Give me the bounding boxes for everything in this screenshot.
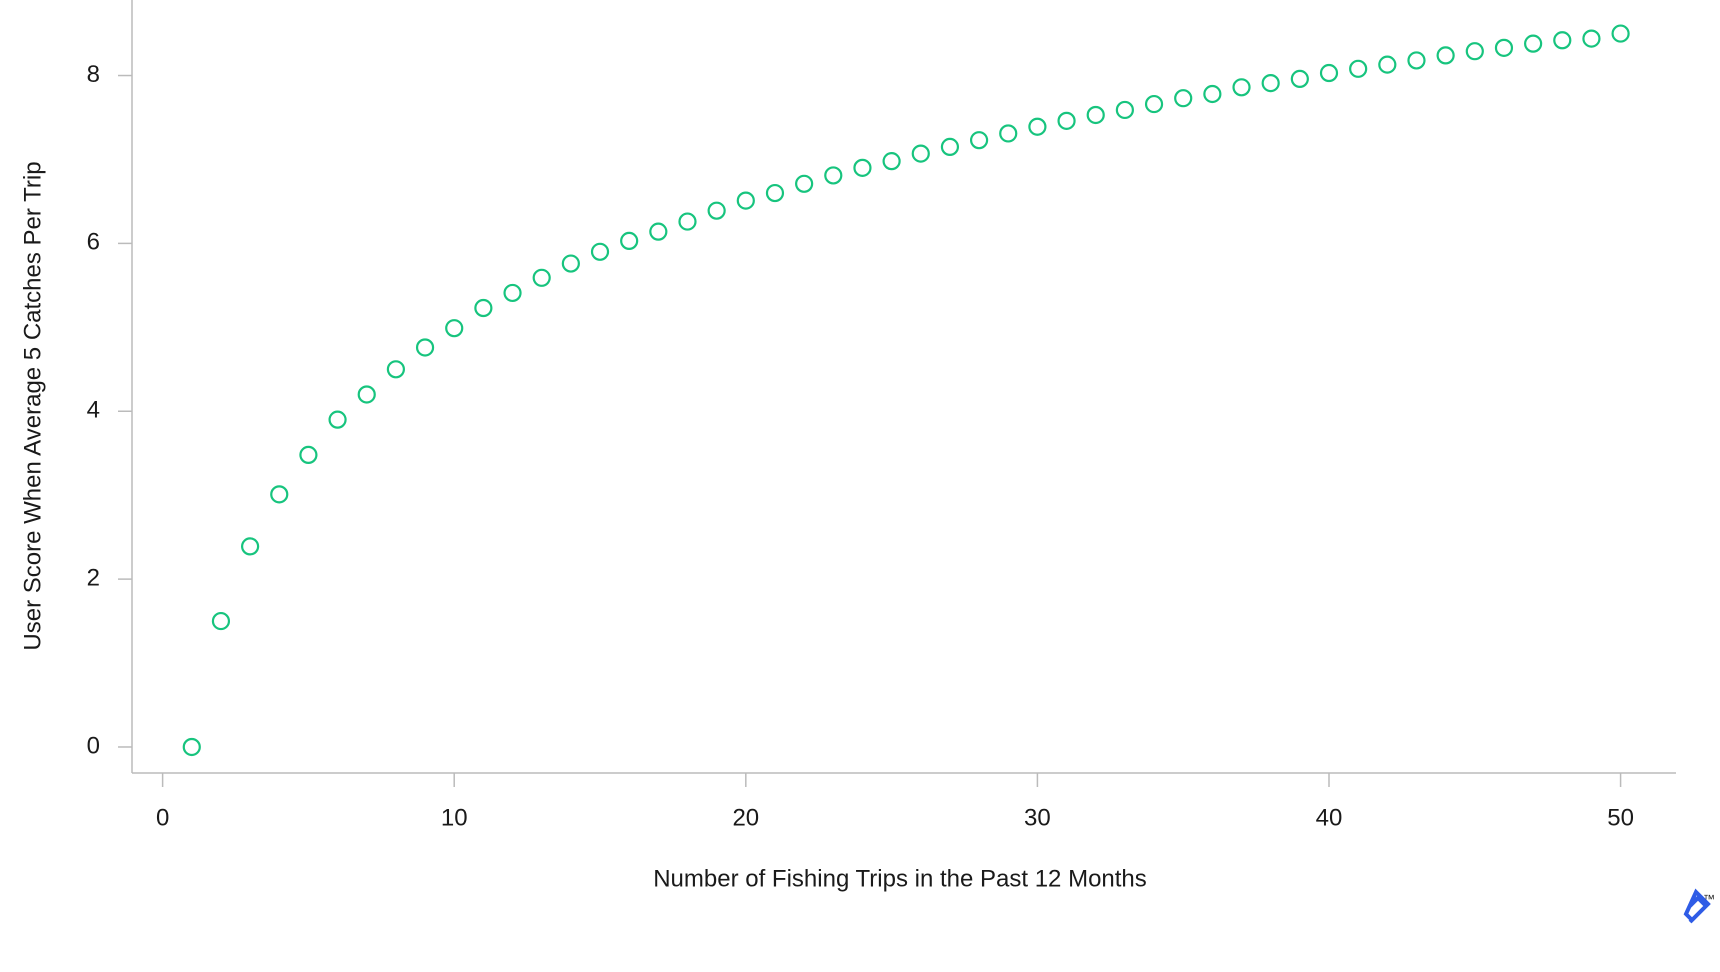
point	[1494, 38, 1514, 57]
point	[736, 191, 755, 210]
point	[707, 201, 726, 220]
point	[270, 485, 289, 504]
point	[1232, 78, 1251, 97]
point	[824, 166, 843, 185]
point	[386, 360, 405, 379]
y-tick-label: 2	[87, 564, 100, 591]
x-tick-label: 10	[441, 804, 468, 831]
point	[1524, 34, 1543, 53]
point	[182, 737, 201, 757]
point	[1319, 63, 1339, 83]
y-axis-label: User Score When Average 5 Catches Per Tr…	[19, 161, 46, 650]
point	[357, 385, 376, 404]
point	[882, 152, 901, 171]
x-tick-label: 40	[1316, 804, 1343, 831]
x-tick-label: 50	[1607, 804, 1634, 831]
point	[1436, 46, 1455, 65]
point	[211, 611, 231, 631]
point	[561, 254, 580, 273]
point	[795, 174, 814, 193]
point	[620, 231, 639, 250]
point	[1028, 117, 1047, 136]
y-tick-label: 6	[87, 229, 100, 256]
y-tick-label: 0	[87, 732, 100, 759]
point	[445, 319, 464, 338]
point	[1290, 69, 1309, 88]
x-tick-label: 30	[1024, 804, 1051, 831]
point	[415, 338, 435, 357]
logo-trademark: ™	[1703, 892, 1715, 906]
point	[240, 537, 260, 556]
point	[649, 222, 668, 241]
point	[1057, 111, 1076, 130]
point	[328, 410, 347, 429]
point	[299, 445, 318, 465]
point	[1144, 94, 1164, 114]
logo: ™	[1683, 888, 1715, 924]
point	[1086, 105, 1105, 125]
x-tick-label: 0	[156, 804, 169, 831]
point	[1349, 59, 1368, 78]
point	[503, 283, 522, 303]
point	[1261, 73, 1280, 93]
point	[474, 298, 493, 318]
point	[1553, 31, 1572, 50]
point	[1174, 89, 1193, 108]
point	[1465, 42, 1484, 61]
point	[969, 131, 989, 150]
y-tick-label: 4	[87, 397, 100, 424]
point	[1611, 24, 1630, 43]
point	[1378, 55, 1397, 74]
point	[532, 268, 551, 287]
x-axis-label: Number of Fishing Trips in the Past 12 M…	[653, 865, 1147, 892]
point	[853, 158, 872, 177]
point	[678, 212, 697, 231]
logo-icon	[1683, 888, 1711, 924]
point	[1407, 51, 1426, 70]
point	[1115, 100, 1134, 120]
point	[1582, 29, 1601, 48]
point	[999, 124, 1018, 143]
point	[911, 144, 930, 163]
point	[590, 242, 610, 261]
x-tick-label: 20	[732, 804, 759, 831]
point	[765, 183, 785, 203]
point	[940, 137, 960, 156]
y-tick-label: 8	[87, 61, 100, 88]
point	[1203, 84, 1222, 104]
